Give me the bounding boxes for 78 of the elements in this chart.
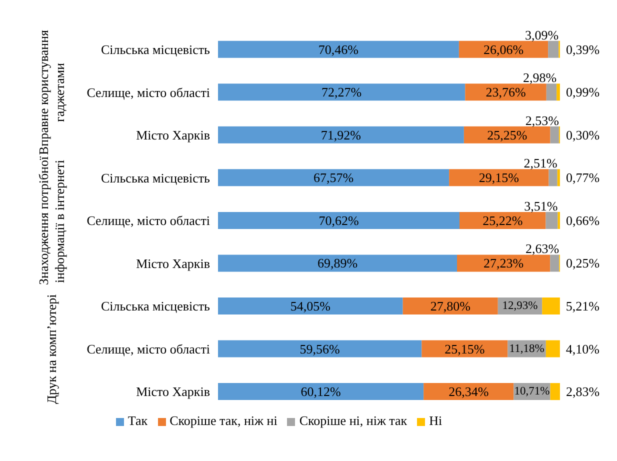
data-label: 70,62% (318, 212, 359, 228)
text: Вправне користування гаджетами (36, 30, 67, 155)
bar (550, 126, 559, 144)
y-tick-label: Сільська місцевість (100, 298, 210, 314)
data-label: 3,09% (525, 27, 559, 42)
text: Друк на комп’ютері (44, 294, 59, 404)
y-tick-label: Місто Харків (136, 128, 210, 143)
bar (218, 40, 459, 58)
bar (546, 340, 560, 358)
bar (556, 84, 560, 101)
data-label: 10,71% (514, 386, 550, 398)
legend-label: Скоріше ні, ніж так (299, 413, 408, 428)
data-label: 25,25% (487, 127, 528, 142)
bar (557, 169, 560, 186)
y-tick-label: Селище, місто області (86, 341, 210, 356)
data-label: 5,21% (566, 298, 600, 314)
bar (546, 212, 558, 229)
data-label: 3,51% (524, 198, 558, 214)
bar (218, 212, 460, 229)
data-label: 26,06% (483, 42, 524, 57)
y-tick-label: Сільська місцевість (100, 42, 210, 58)
data-label: 0,66% (566, 212, 600, 228)
data-label: 0,77% (566, 170, 600, 186)
bar (402, 298, 498, 314)
bar (550, 383, 560, 400)
data-label: 72,27% (322, 84, 362, 100)
data-label: 2,83% (566, 384, 600, 400)
data-label: 60,12% (300, 384, 341, 400)
bar (449, 169, 549, 186)
bar (218, 169, 450, 186)
data-label: 27,23% (484, 256, 524, 271)
data-label: 27,80% (430, 298, 471, 314)
data-label: 26,34% (448, 384, 489, 400)
data-label: 2,98% (522, 70, 557, 86)
bar (422, 340, 508, 358)
bar (542, 298, 560, 314)
data-label: 4,10% (566, 341, 600, 356)
data-label: 29,15% (478, 170, 520, 186)
data-label: 2,63% (526, 241, 560, 256)
bar (550, 254, 560, 272)
data-label: 23,76% (486, 84, 526, 100)
bar (457, 254, 550, 272)
data-label: 12,93% (502, 300, 538, 312)
y-tick-label: Селище, місто області (86, 84, 210, 100)
legend-label: Скоріше так, ніж ні (170, 413, 278, 428)
data-label: 59,56% (300, 341, 340, 356)
bar (218, 383, 424, 400)
bar (548, 40, 559, 58)
data-label: 2,51% (524, 156, 558, 171)
bar (548, 169, 558, 186)
data-label: 70,46% (318, 42, 359, 57)
y-tick-label: Селище, місто області (86, 213, 210, 228)
bar (464, 126, 550, 144)
legend-label: Так (128, 413, 148, 428)
data-label: 0,39% (566, 42, 600, 57)
bar (218, 340, 422, 358)
bar (459, 212, 546, 229)
data-label: 0,99% (566, 84, 600, 100)
y-tick-label: Місто Харків (136, 256, 210, 271)
data-label: 67,57% (313, 170, 354, 186)
bar (546, 84, 557, 101)
data-label: 11,18% (509, 342, 545, 355)
legend-label: Ні (429, 413, 442, 428)
data-label: 25,22% (482, 212, 523, 228)
data-label: 0,25% (566, 256, 600, 271)
data-label: 25,15% (444, 341, 485, 356)
data-label: 69,89% (317, 256, 358, 271)
data-label: 2,53% (525, 112, 560, 128)
y-tick-label: Сільська місцевість (100, 170, 210, 186)
data-label: 54,05% (290, 298, 331, 314)
bar (218, 84, 466, 101)
bar (218, 298, 403, 314)
y-tick-label: Місто Харків (136, 384, 210, 400)
bar (218, 126, 464, 144)
text: Знаходження потрібної інформації в інтернеті (36, 156, 67, 285)
data-label: 71,92% (320, 127, 362, 142)
data-label: 0,30% (566, 127, 600, 142)
bar (218, 254, 457, 272)
